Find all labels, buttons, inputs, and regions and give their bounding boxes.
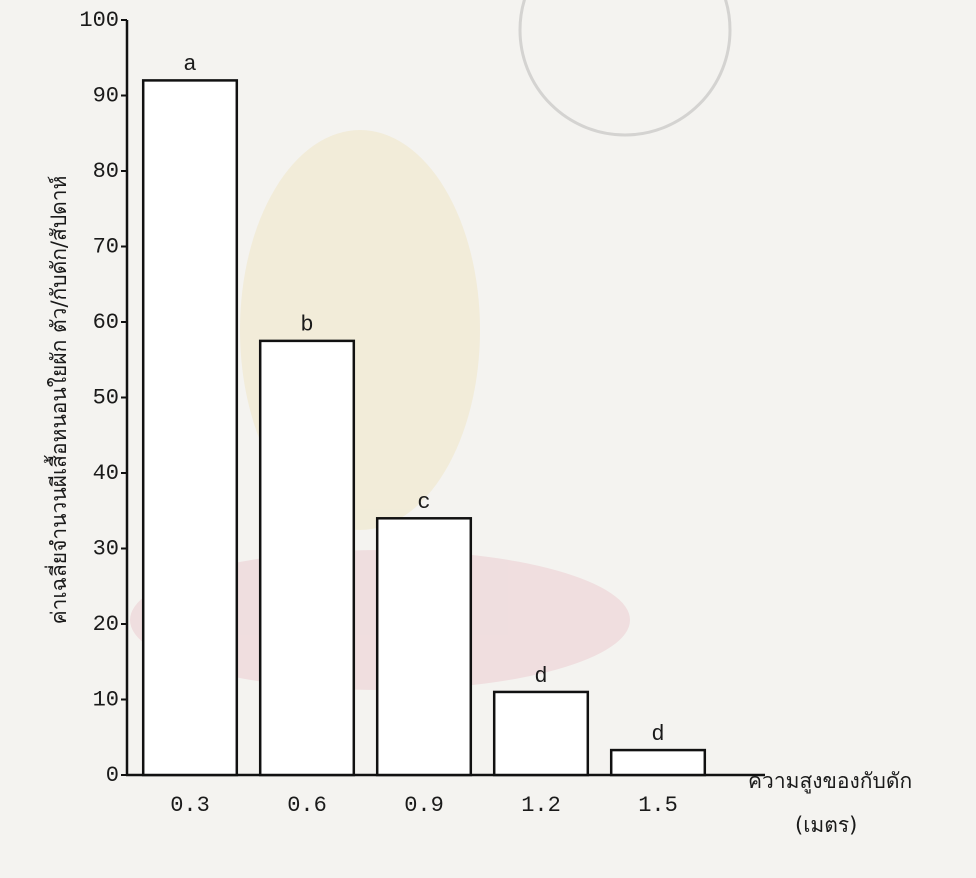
annotation: d bbox=[651, 722, 664, 747]
x-tick-label: 0.9 bbox=[404, 793, 444, 818]
y-tick-label: 20 bbox=[93, 612, 119, 637]
x-axis-label: ความสูงของกับดัก bbox=[748, 769, 912, 794]
annotation: c bbox=[417, 490, 430, 515]
y-tick-label: 60 bbox=[93, 310, 119, 335]
bar bbox=[260, 341, 354, 775]
y-tick-label: 40 bbox=[93, 461, 119, 486]
annotation: a bbox=[183, 52, 196, 77]
y-tick-label: 10 bbox=[93, 687, 119, 712]
x-axis-unit: (เมตร) bbox=[795, 813, 857, 837]
y-tick-label: 100 bbox=[79, 8, 119, 33]
y-tick-label: 70 bbox=[93, 234, 119, 259]
y-tick-label: 90 bbox=[93, 83, 119, 108]
y-tick-label: 50 bbox=[93, 385, 119, 410]
chart: ค่าเฉลี่ยจำนวนผีเสื้อหนอนใยผัก ตัว/กับดั… bbox=[0, 0, 976, 878]
y-tick-label: 80 bbox=[93, 159, 119, 184]
y-axis-label: ค่าเฉลี่ยจำนวนผีเสื้อหนอนใยผัก ตัว/กับดั… bbox=[44, 176, 71, 625]
y-tick-label: 0 bbox=[106, 763, 119, 788]
bar bbox=[494, 692, 588, 775]
x-tick-label: 1.5 bbox=[638, 793, 678, 818]
x-tick-label: 1.2 bbox=[521, 793, 561, 818]
bar bbox=[611, 750, 705, 775]
bar bbox=[143, 80, 237, 775]
annotation: b bbox=[300, 313, 313, 338]
x-tick-label: 0.3 bbox=[170, 793, 210, 818]
x-tick-label: 0.6 bbox=[287, 793, 327, 818]
y-tick-label: 30 bbox=[93, 536, 119, 561]
bar bbox=[377, 518, 471, 775]
annotation: d bbox=[534, 664, 547, 689]
